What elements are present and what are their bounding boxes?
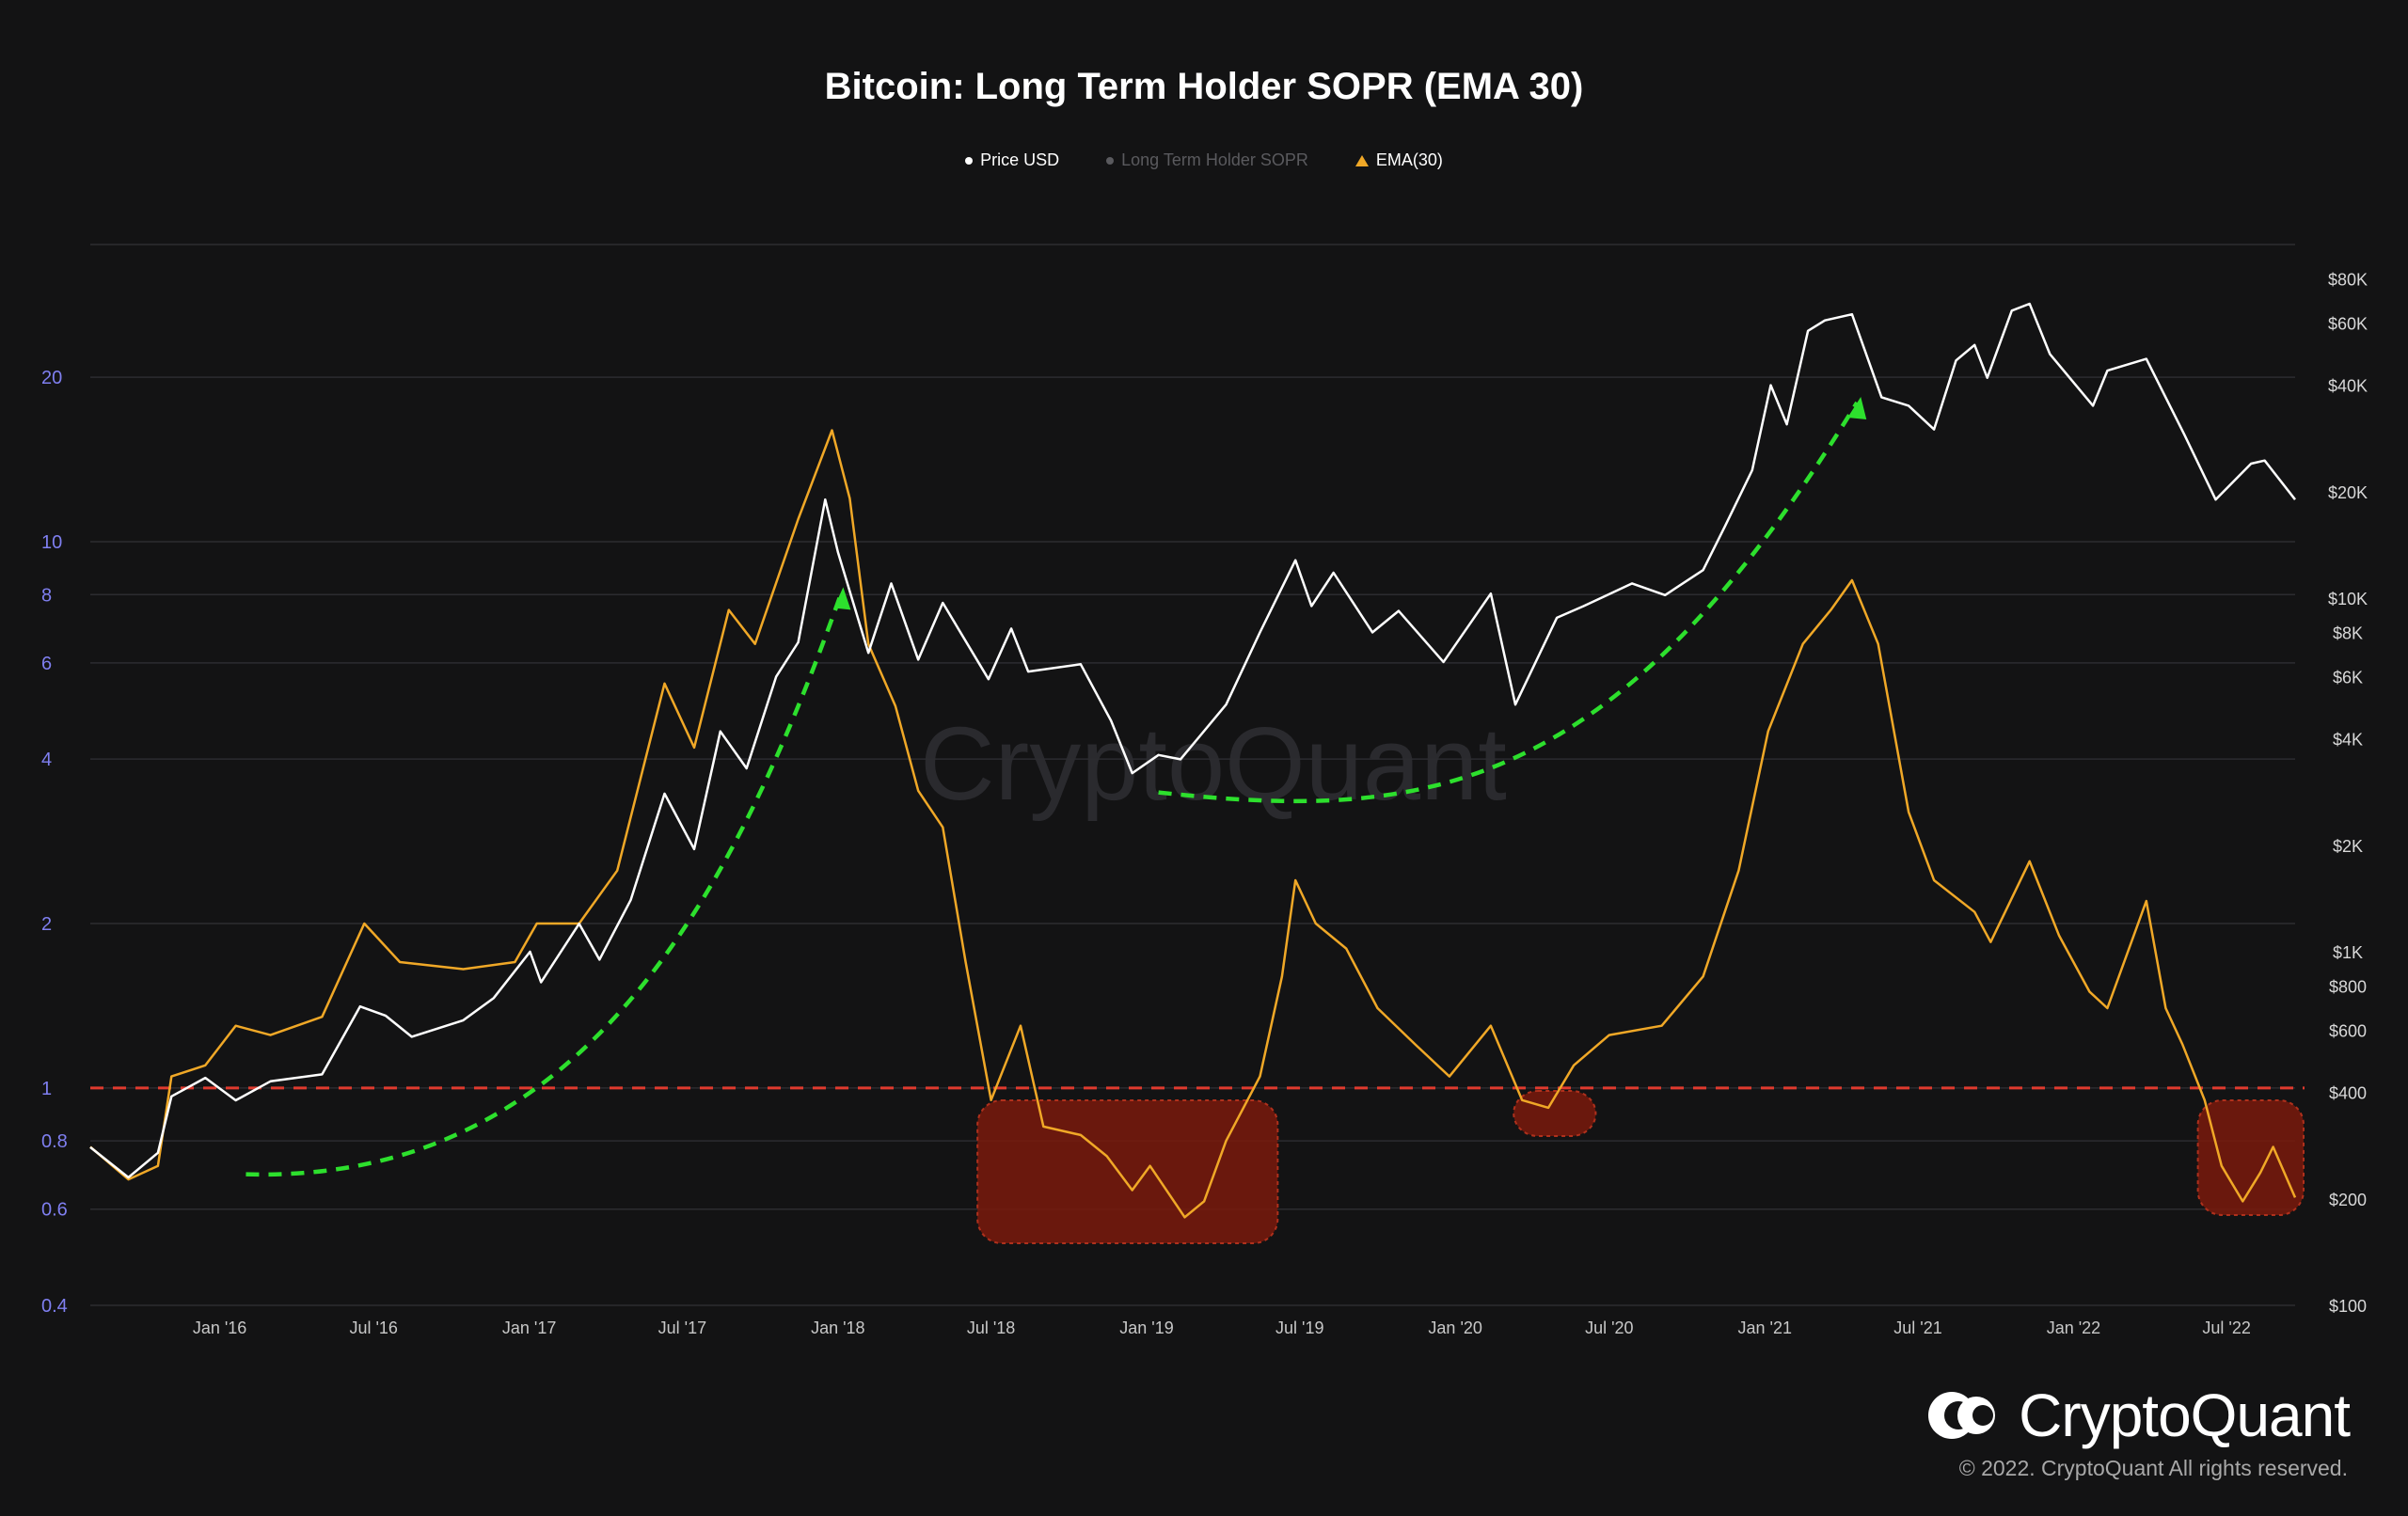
right-axis-tick-label: $600 — [2329, 1021, 2367, 1040]
left-axis-tick-label: 10 — [41, 532, 62, 553]
highlight-region — [976, 1099, 1279, 1244]
right-axis-tick-label: $20K — [2328, 483, 2368, 502]
copyright-text: © 2022. CryptoQuant All rights reserved. — [1958, 1456, 2348, 1480]
right-axis-tick-label: $1K — [2333, 943, 2363, 962]
x-axis-tick-label: Jan '19 — [1119, 1319, 1173, 1337]
right-axis-tick-label: $8K — [2333, 624, 2363, 642]
left-axis-tick-label: 1 — [41, 1079, 52, 1099]
right-axis-tick-label: $40K — [2328, 377, 2368, 396]
left-axis-tick-label: 2 — [41, 914, 52, 935]
right-axis-tick-label: $6K — [2333, 668, 2363, 687]
left-axis-tick-label: 0.6 — [41, 1200, 68, 1221]
right-axis-tick-label: $60K — [2328, 314, 2368, 333]
x-axis-tick-label: Jul '22 — [2202, 1319, 2250, 1337]
series-lines — [89, 302, 2297, 1219]
right-axis-tick-label: $10K — [2328, 590, 2368, 608]
cryptoquant-logo-icon — [1926, 1390, 2000, 1441]
x-axis-tick-label: Jul '19 — [1275, 1319, 1323, 1337]
right-axis-tick-label: $100 — [2329, 1297, 2367, 1316]
x-axis-tick-label: Jan '22 — [2047, 1319, 2100, 1337]
right-axis-tick-label: $200 — [2329, 1191, 2367, 1209]
legend-dot-icon — [965, 156, 974, 165]
legend-label-price: Price USD — [980, 150, 1060, 169]
ema30-line — [89, 429, 2297, 1219]
left-axis-tick-label: 8 — [41, 585, 52, 606]
highlight-regions — [976, 1090, 2305, 1244]
right-axis-tick-label: $800 — [2329, 977, 2367, 996]
legend-triangle-icon — [1354, 154, 1369, 166]
x-axis-tick-label: Jan '20 — [1428, 1319, 1481, 1337]
brand-name: CryptoQuant — [2019, 1382, 2351, 1449]
legend-item-ema[interactable]: EMA(30) — [1354, 150, 1443, 170]
x-axis-tick-label: Jul '16 — [349, 1319, 397, 1337]
x-axis-tick-label: Jan '21 — [1738, 1319, 1792, 1337]
trend-arrow-2016-2018 — [246, 592, 844, 1176]
left-axis-tick-label: 6 — [41, 654, 52, 674]
legend-item-sopr[interactable]: Long Term Holder SOPR — [1106, 150, 1308, 170]
left-axis-tick-label: 20 — [41, 368, 62, 388]
chart-title: Bitcoin: Long Term Holder SOPR (EMA 30) — [824, 66, 1584, 107]
x-axis-tick-label: Jan '16 — [193, 1319, 246, 1337]
arrowhead-icon — [833, 587, 851, 610]
right-axis-tick-label: $400 — [2329, 1084, 2367, 1103]
x-axis-tick-label: Jan '17 — [502, 1319, 556, 1337]
highlight-region — [1513, 1090, 1597, 1137]
watermark-text: CryptoQuant — [920, 706, 1507, 822]
left-axis-tick-label: 4 — [41, 750, 52, 770]
legend-label-sopr: Long Term Holder SOPR — [1121, 150, 1308, 169]
trend-arrow-2019-2021 — [1158, 401, 1860, 804]
legend-label-ema: EMA(30) — [1375, 150, 1443, 169]
highlight-region — [2196, 1099, 2305, 1216]
x-axis-tick-label: Jul '21 — [1893, 1319, 1941, 1337]
axis-labels: 0.4 0.6 0.8 1 2 4 6 8 10 20 $100 $200 $400 $600 $800 $1… — [41, 270, 2368, 1337]
arrowhead-icon — [1847, 397, 1867, 420]
x-axis-tick-label: Jul '20 — [1585, 1319, 1633, 1337]
price-line — [89, 302, 2296, 1179]
left-axis-tick-label: 0.8 — [41, 1131, 68, 1152]
x-axis-tick-label: Jul '18 — [967, 1319, 1015, 1337]
brand-logo: CryptoQuant — [1926, 1381, 2351, 1450]
right-axis-tick-label: $80K — [2328, 270, 2368, 289]
x-axis-tick-label: Jul '17 — [658, 1319, 706, 1337]
legend-dot-icon — [1106, 156, 1115, 165]
right-axis-tick-label: $2K — [2333, 837, 2363, 856]
right-axis-tick-label: $4K — [2333, 731, 2363, 750]
x-axis-tick-label: Jan '18 — [811, 1319, 864, 1337]
legend: Price USD Long Term Holder SOPR EMA(30) — [0, 150, 2408, 170]
left-axis-tick-label: 0.4 — [41, 1296, 68, 1317]
trend-arrows — [246, 397, 1867, 1176]
legend-item-price[interactable]: Price USD — [965, 150, 1059, 170]
